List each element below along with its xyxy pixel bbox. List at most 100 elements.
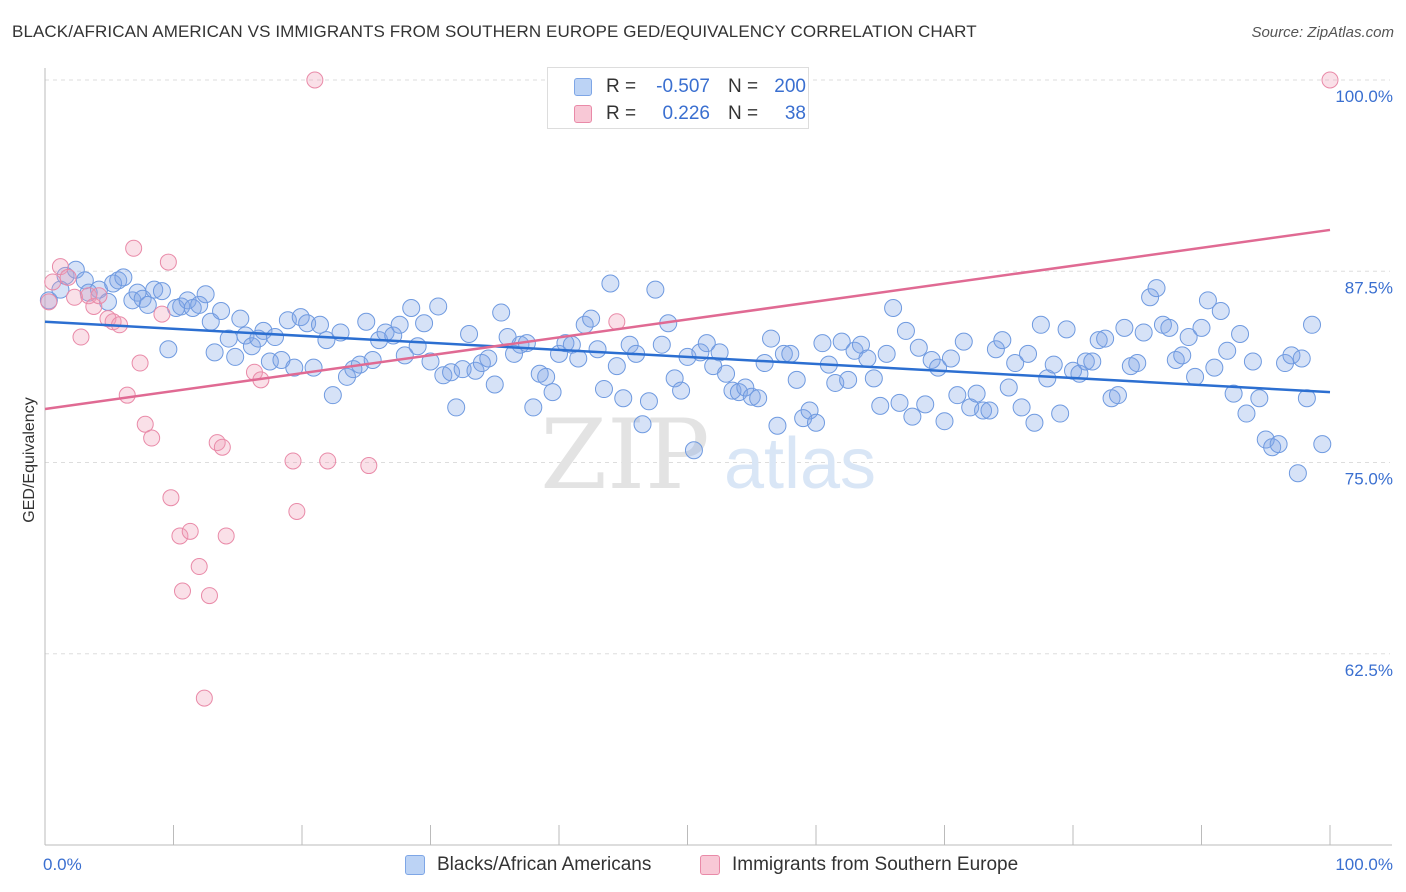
data-point-blacks (980, 401, 999, 420)
data-point-blacks (1173, 346, 1192, 365)
data-point-blacks (190, 295, 209, 314)
data-point-blacks (1211, 302, 1230, 321)
series-legend: Blacks/African Americans Immigrants from… (0, 850, 1406, 878)
data-point-blacks (453, 360, 472, 379)
data-point-blacks (742, 387, 761, 406)
data-point-blacks (1237, 404, 1256, 423)
data-point-blacks (633, 415, 652, 434)
data-point-blacks (1141, 288, 1160, 307)
data-point-blacks (1051, 404, 1070, 423)
data-point-blacks (1057, 320, 1076, 339)
data-point-immigrants (319, 452, 337, 470)
blue-swatch (405, 855, 425, 875)
data-point-immigrants (136, 415, 154, 433)
data-point-blacks (56, 266, 75, 285)
data-point-blacks (421, 352, 440, 371)
data-point-immigrants (360, 457, 378, 475)
data-point-blacks (1031, 315, 1050, 334)
data-point-blacks (1179, 328, 1198, 347)
data-point-blacks (1243, 352, 1262, 371)
data-point-blacks (871, 396, 890, 415)
data-point-blacks (1198, 291, 1217, 310)
x-tick-label-max: 100.0% (1335, 855, 1393, 874)
data-point-immigrants (40, 293, 58, 311)
data-point-blacks (749, 389, 768, 408)
data-point-blacks (787, 370, 806, 389)
data-point-blacks (537, 367, 556, 386)
data-point-blacks (986, 340, 1005, 359)
data-point-blacks (652, 335, 671, 354)
data-point-blacks (298, 314, 317, 333)
data-point-immigrants (213, 438, 231, 456)
r-label: R = (606, 103, 637, 124)
y-tick-label: 62.5% (1345, 661, 1393, 680)
data-point-immigrants (217, 527, 235, 545)
data-point-blacks (1186, 367, 1205, 386)
data-point-blacks (1192, 318, 1211, 337)
n-label: N = (728, 76, 759, 97)
data-point-blacks (1282, 346, 1301, 365)
y-tick-label: 75.0% (1345, 470, 1393, 489)
stats-legend: R = -0.507 N = 200 R = 0.226 N = 38 (547, 67, 809, 129)
data-point-immigrants (143, 429, 161, 447)
pink-swatch (700, 855, 720, 875)
data-point-blacks (402, 298, 421, 317)
data-point-blacks (505, 344, 524, 363)
data-point-blacks (1160, 318, 1179, 337)
data-point-blacks (1096, 329, 1115, 348)
data-point-blacks (594, 380, 613, 399)
data-point-blacks (408, 337, 427, 356)
data-point-immigrants (173, 582, 191, 600)
data-point-blacks (205, 343, 224, 362)
data-point-blacks (762, 329, 781, 348)
data-point-immigrants (153, 305, 171, 323)
trendline-blacks (44, 320, 1331, 394)
data-point-blacks (948, 386, 967, 405)
data-point-immigrants (159, 253, 177, 271)
data-point-blacks (864, 369, 883, 388)
data-point-blacks (1269, 435, 1288, 454)
data-point-blacks (672, 381, 691, 400)
data-point-blacks (684, 441, 703, 460)
data-point-immigrants (190, 558, 208, 576)
data-point-blacks (935, 412, 954, 431)
data-point-blacks (1303, 315, 1322, 334)
data-point-immigrants (162, 489, 180, 507)
source-label: Source: ZipAtlas.com (1251, 24, 1394, 41)
data-point-blacks (159, 340, 178, 359)
data-point-blacks (1108, 386, 1127, 405)
x-tick-label-min: 0.0% (43, 855, 82, 874)
data-point-immigrants (80, 287, 98, 305)
r-label: R = (606, 76, 637, 97)
stats-row-immigrants: R = 0.226 N = 38 (548, 100, 808, 128)
data-point-blacks (839, 370, 858, 389)
data-point-blacks (310, 315, 329, 334)
data-point-blacks (922, 350, 941, 369)
watermark-zip: ZIP (540, 399, 709, 511)
data-point-blacks (1205, 358, 1224, 377)
data-point-blacks (1076, 352, 1095, 371)
data-point-immigrants (85, 297, 103, 315)
data-point-blacks (717, 364, 736, 383)
data-point-blacks (485, 375, 504, 394)
data-point-blacks (768, 416, 787, 435)
trend-lines (44, 228, 1331, 411)
data-point-blacks (109, 271, 128, 290)
data-point-blacks (231, 309, 250, 328)
data-point-blacks (429, 297, 448, 316)
data-point-blacks (1276, 354, 1295, 373)
data-point-immigrants (306, 71, 324, 89)
data-point-blacks (242, 337, 261, 356)
data-point-blacks (639, 392, 658, 411)
data-point-blacks (941, 349, 960, 368)
data-point-blacks (601, 274, 620, 293)
data-point-immigrants (181, 522, 199, 540)
data-point-blacks (858, 349, 877, 368)
data-point-blacks (588, 340, 607, 359)
data-point-blacks (646, 280, 665, 299)
data-point-blacks (884, 298, 903, 317)
data-point-blacks (357, 312, 376, 331)
data-point-immigrants (195, 689, 213, 707)
data-point-blacks (1134, 323, 1153, 342)
data-point-immigrants (72, 328, 90, 346)
